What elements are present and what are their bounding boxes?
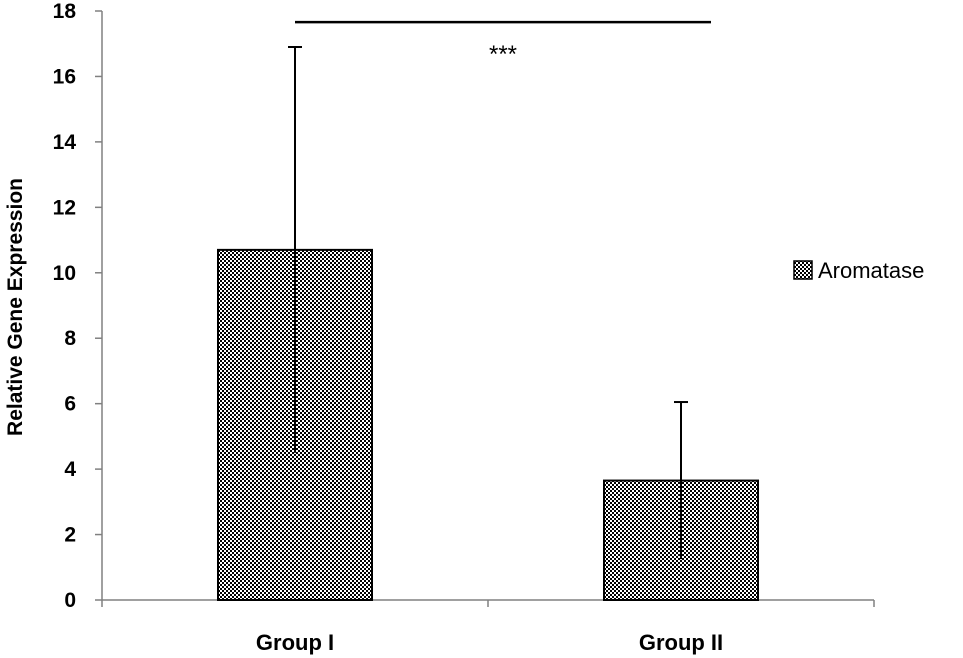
y-tick-label: 12 xyxy=(53,196,76,219)
y-axis-title: Relative Gene Expression xyxy=(4,178,27,436)
legend-swatch xyxy=(793,260,813,280)
y-tick-label: 10 xyxy=(53,262,76,285)
y-tick-label: 18 xyxy=(53,0,77,23)
y-tick-label: 2 xyxy=(64,524,76,547)
y-axis: 0 2 4 6 8 10 12 14 16 18 xyxy=(53,0,103,612)
error-bars xyxy=(288,45,688,560)
x-axis: Group I Group II xyxy=(101,599,875,655)
significance-annotation: *** xyxy=(295,20,711,68)
y-tick-label: 8 xyxy=(64,327,76,350)
y-tick-label: 0 xyxy=(64,589,76,612)
y-tick-label: 16 xyxy=(53,65,76,88)
legend: Aromatase xyxy=(793,258,924,283)
y-tick-label: 14 xyxy=(53,131,77,154)
y-tick-label: 6 xyxy=(64,393,76,416)
x-category-label: Group I xyxy=(256,630,334,655)
legend-label-aromatase: Aromatase xyxy=(818,258,924,283)
x-category-label: Group II xyxy=(639,630,723,655)
significance-stars: *** xyxy=(489,41,517,68)
y-tick-label: 4 xyxy=(64,458,76,481)
bars xyxy=(217,248,759,602)
